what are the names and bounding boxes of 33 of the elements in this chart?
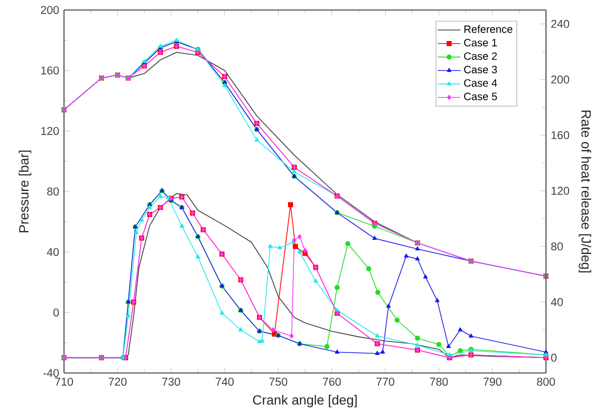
x-axis-title: Crank angle [deg]	[253, 394, 357, 408]
x-tick-label: 710	[55, 378, 74, 386]
legend-label: Case 4	[464, 79, 498, 87]
x-tick-label: 780	[430, 378, 448, 386]
y2-tick-label: 0	[551, 354, 557, 362]
y2-tick-label: 240	[551, 20, 570, 28]
y2-axis-title: Rate of heat release [J/deg]	[578, 110, 592, 272]
legend-label: Case 1	[464, 38, 497, 46]
x-tick-label: 770	[376, 378, 394, 386]
x-tick-label: 790	[484, 378, 502, 386]
y-tick-label: 40	[46, 248, 59, 256]
y-axis-title: Pressure [bar]	[18, 150, 32, 232]
y2-tick-label: 40	[550, 298, 563, 306]
y-tick-label: 160	[41, 66, 59, 74]
legend-label: Reference	[464, 25, 512, 33]
y2-tick-label: 200	[551, 76, 570, 84]
x-tick-label: 730	[162, 378, 180, 386]
x-tick-label: 800	[537, 378, 555, 386]
x-tick-label: 740	[216, 378, 234, 386]
y2-tick-label: 120	[552, 186, 570, 195]
y-tick-label: -40	[43, 368, 59, 377]
x-tick-label: 750	[269, 378, 288, 386]
y-tick-label: 120	[41, 126, 59, 135]
legend-label: Case 2	[464, 52, 497, 60]
x-tick-label: 760	[322, 378, 341, 386]
legend-label: Case 3	[464, 66, 497, 74]
x-tick-label: 720	[108, 378, 127, 386]
y2-tick-label: 160	[552, 131, 570, 140]
y-tick-label: 0	[53, 308, 59, 316]
y2-tick-label: 80	[551, 242, 563, 250]
legend-label: Case 5	[464, 92, 497, 100]
y-tick-label: 200	[40, 6, 59, 14]
y-tick-label: 80	[47, 187, 59, 196]
